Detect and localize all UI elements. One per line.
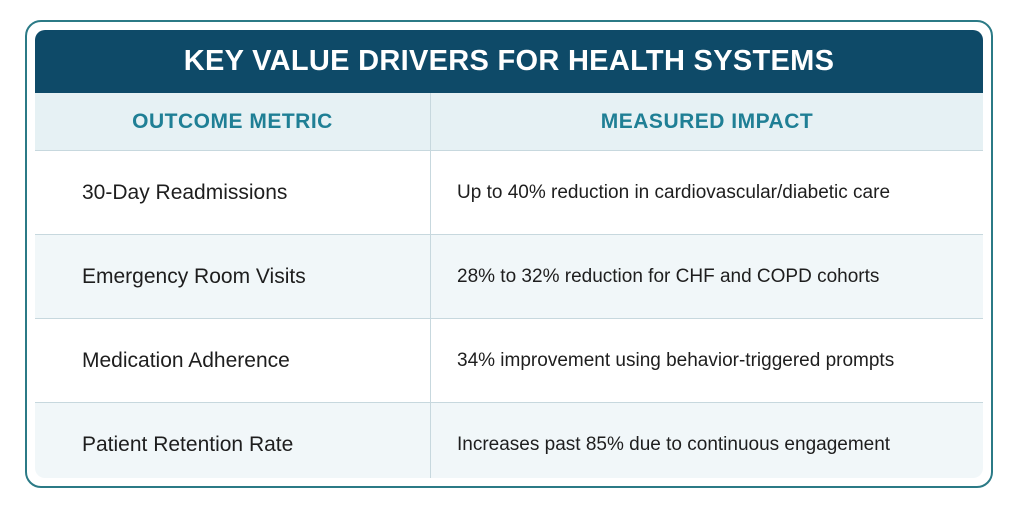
column-header-row: OUTCOME METRIC MEASURED IMPACT xyxy=(35,93,983,151)
table-title: KEY VALUE DRIVERS FOR HEALTH SYSTEMS xyxy=(183,45,835,77)
column-header-measured-impact: MEASURED IMPACT xyxy=(600,109,814,133)
impact-cell: 28% to 32% reduction for CHF and COPD co… xyxy=(457,265,880,287)
title-bar: KEY VALUE DRIVERS FOR HEALTH SYSTEMS xyxy=(35,30,983,93)
metric-cell: Patient Retention Rate xyxy=(35,403,431,478)
metric-cell: Emergency Room Visits xyxy=(35,235,431,318)
table-row: Medication Adherence 34% improvement usi… xyxy=(35,319,983,403)
table-container: KEY VALUE DRIVERS FOR HEALTH SYSTEMS OUT… xyxy=(35,30,983,478)
metric-cell: 30-Day Readmissions xyxy=(35,151,431,234)
table-row: 30-Day Readmissions Up to 40% reduction … xyxy=(35,151,983,235)
table-row: Patient Retention Rate Increases past 85… xyxy=(35,403,983,478)
column-header-outcome-metric: OUTCOME METRIC xyxy=(35,93,431,150)
table-frame: KEY VALUE DRIVERS FOR HEALTH SYSTEMS OUT… xyxy=(25,20,993,488)
impact-cell: 34% improvement using behavior-triggered… xyxy=(457,349,895,371)
impact-cell: Increases past 85% due to continuous eng… xyxy=(457,434,891,455)
impact-cell: Up to 40% reduction in cardiovascular/di… xyxy=(457,181,891,203)
metric-cell: Medication Adherence xyxy=(35,319,431,402)
table-row: Emergency Room Visits 28% to 32% reducti… xyxy=(35,235,983,319)
